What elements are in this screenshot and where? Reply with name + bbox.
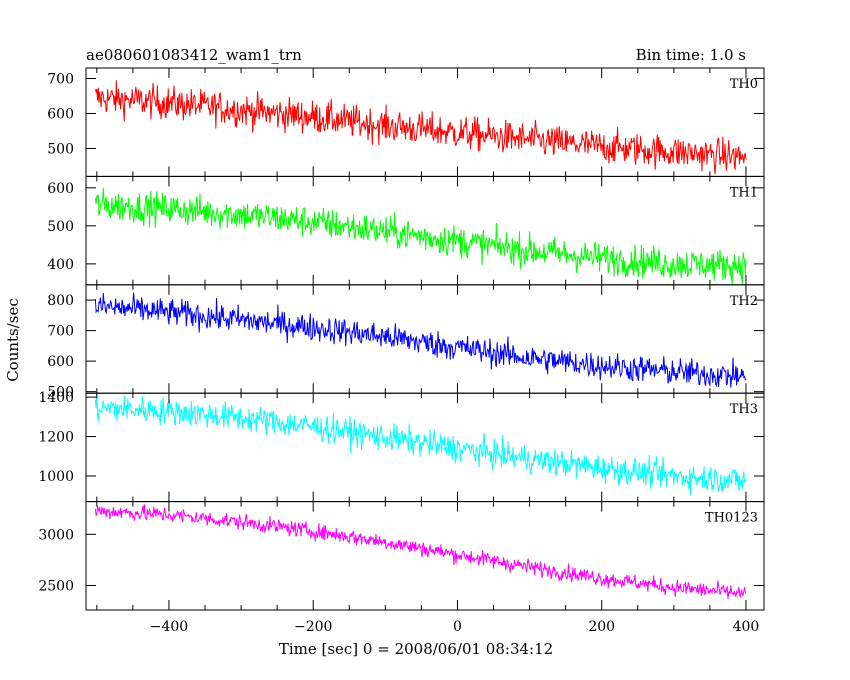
- series-line-th3: [94, 393, 747, 496]
- x-tick-label: 0: [453, 619, 462, 635]
- x-tick-label: −400: [150, 619, 188, 635]
- chart-title: ae080601083412_wam1_trn: [86, 46, 302, 64]
- bin-time-label: Bin time: 1.0 s: [636, 46, 746, 64]
- x-tick-label: 400: [733, 619, 760, 635]
- band-label-th2: TH2: [730, 294, 758, 309]
- y-tick-label: 600: [47, 354, 74, 370]
- panel-frame: [85, 67, 765, 177]
- y-tick-label: 500: [47, 219, 74, 235]
- y-tick-label: 2500: [38, 578, 74, 594]
- y-tick-label: 500: [47, 385, 74, 401]
- y-tick-label: 3000: [38, 527, 74, 543]
- x-tick-label: 200: [588, 619, 615, 635]
- y-tick-label: 1000: [38, 469, 74, 485]
- y-tick-label: 400: [47, 257, 74, 273]
- x-tick-labels: −400 −200 0 200 400: [150, 619, 760, 635]
- series-line-th0123: [94, 504, 747, 599]
- panels-group: 500 600 700 TH0 400 500 600 TH1 500 600 700 800 TH2 1…: [38, 67, 765, 611]
- band-label-th0123: TH0123: [705, 511, 758, 526]
- panel-th2: 500 600 700 800 TH2: [47, 284, 765, 401]
- panel-frame: [85, 392, 765, 503]
- panel-th0: 500 600 700 TH0: [47, 67, 765, 177]
- panel-th0123: 2500 3000 TH0123: [38, 501, 765, 611]
- x-tick-label: −200: [294, 619, 332, 635]
- y-tick-label: 800: [47, 293, 74, 309]
- y-tick-label: 600: [47, 106, 74, 122]
- panel-frame: [85, 501, 765, 611]
- y-tick-label: 700: [47, 324, 74, 340]
- y-tick-label: 600: [47, 181, 74, 197]
- band-label-th0: TH0: [730, 77, 758, 92]
- series-line-th1: [94, 187, 747, 285]
- y-tick-label: 700: [47, 71, 74, 87]
- series-line-th0: [94, 80, 747, 175]
- band-label-th1: TH1: [730, 185, 758, 200]
- series-line-th2: [94, 292, 747, 388]
- x-axis-label: Time [sec] 0 = 2008/06/01 08:34:12: [279, 640, 553, 658]
- y-tick-label: 500: [47, 141, 74, 157]
- y-axis-label: Counts/sec: [4, 298, 22, 382]
- panel-th3: 1000 1200 1400 TH3: [38, 390, 765, 503]
- panel-th1: 400 500 600 TH1: [47, 175, 765, 286]
- band-label-th3: TH3: [730, 402, 758, 417]
- y-tick-label: 1400: [38, 390, 74, 406]
- y-tick-label: 1200: [38, 430, 74, 446]
